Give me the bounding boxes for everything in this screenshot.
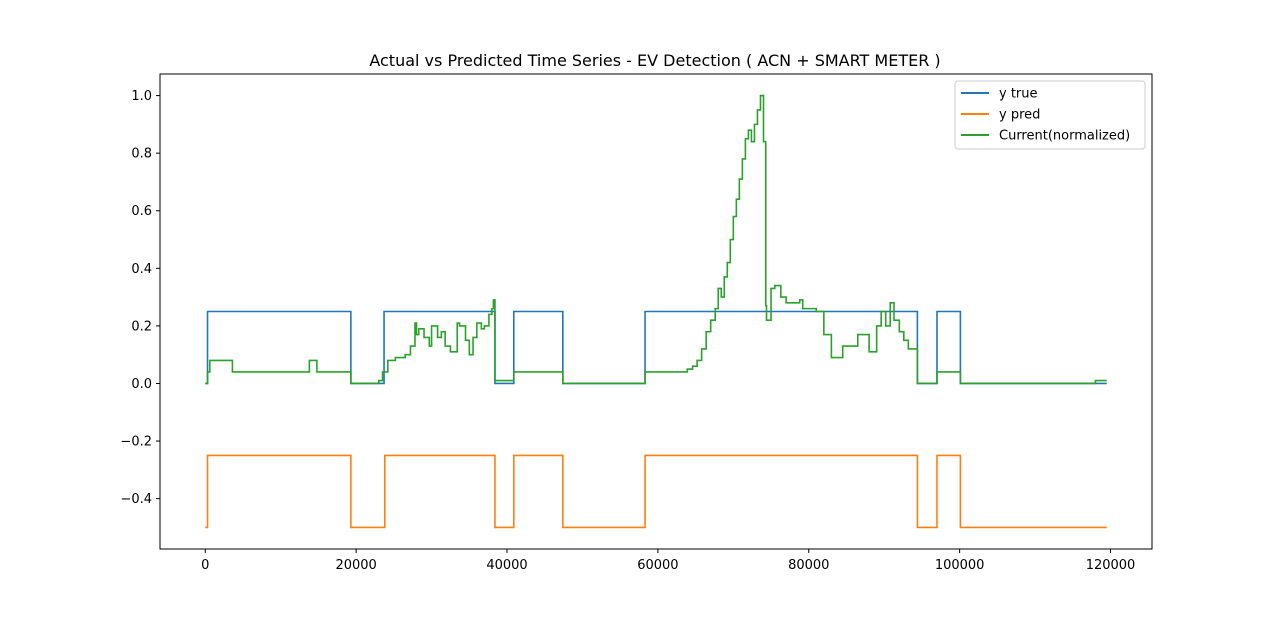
y-axis: −0.4 −0.2 0.0 0.2 0.4 0.6 0.8 1.0 — [120, 89, 160, 507]
x-tick-label: 120000 — [1086, 558, 1136, 573]
plot-area — [205, 94, 1107, 529]
legend-label: Current(normalized) — [999, 129, 1130, 144]
legend-label: y pred — [999, 108, 1040, 123]
axes-frame — [159, 73, 1153, 550]
y-tick-label: 0.8 — [131, 147, 152, 162]
x-tick-label: 100000 — [935, 558, 985, 573]
legend: y true y pred Current(normalized) — [954, 80, 1146, 150]
x-tick-label: 0 — [201, 558, 209, 573]
series-line-y-true — [205, 310, 1107, 385]
x-tick-label: 40000 — [486, 558, 527, 573]
y-tick-label: 0.0 — [131, 377, 152, 392]
x-tick-label: 60000 — [637, 558, 678, 573]
legend-box — [954, 80, 1146, 150]
y-tick-label: −0.2 — [120, 435, 152, 450]
legend-label: y true — [999, 87, 1038, 102]
y-tick-label: 0.6 — [131, 204, 152, 219]
y-tick-label: 0.2 — [131, 319, 152, 334]
x-tick-label: 80000 — [788, 558, 829, 573]
series-line-current-normalized — [205, 94, 1107, 385]
y-tick-label: 0.4 — [131, 262, 152, 277]
x-axis: 0 20000 40000 60000 80000 100000 120000 — [201, 549, 1135, 573]
series-line-y-pred — [205, 454, 1107, 529]
y-tick-label: −0.4 — [120, 492, 152, 507]
y-tick-label: 1.0 — [131, 89, 152, 104]
x-tick-label: 20000 — [335, 558, 376, 573]
chart-title: Actual vs Predicted Time Series - EV Det… — [369, 51, 940, 70]
